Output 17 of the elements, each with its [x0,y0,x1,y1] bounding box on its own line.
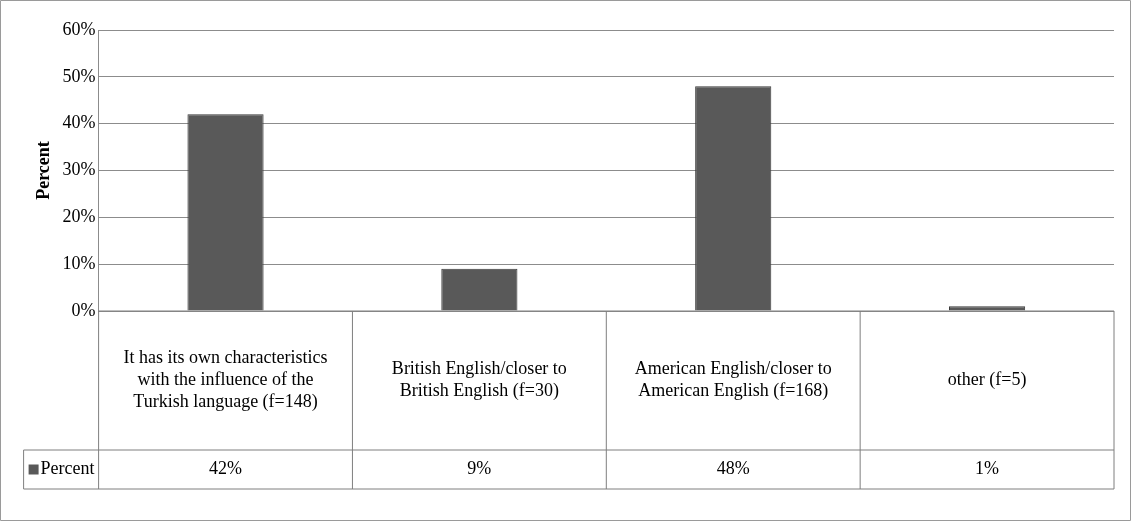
y-tick-label: 20% [62,206,96,227]
data-label: 1% [975,458,1000,479]
y-tick-label: 30% [62,159,96,180]
x-tick-label: It has its own characteristics with the influence of the Turkish language (f=148) [123,347,328,413]
x-tick-label: other (f=5) [947,369,1027,391]
legend-label: Percent [40,458,95,479]
data-label: 48% [716,458,750,479]
data-label: 9% [467,458,492,479]
x-tick-label: British English/closer to British English (f=30) [391,358,567,402]
y-tick-label: 0% [71,299,96,320]
y-tick-label: 10% [62,252,96,273]
x-tick-label: American English/closer to American English (f=168) [634,358,832,402]
data-label: 42% [209,458,243,479]
y-tick-label: 40% [62,112,96,133]
y-tick-label: 60% [62,18,96,39]
y-axis-title: Percent [33,141,54,200]
y-tick-label: 50% [62,65,96,86]
